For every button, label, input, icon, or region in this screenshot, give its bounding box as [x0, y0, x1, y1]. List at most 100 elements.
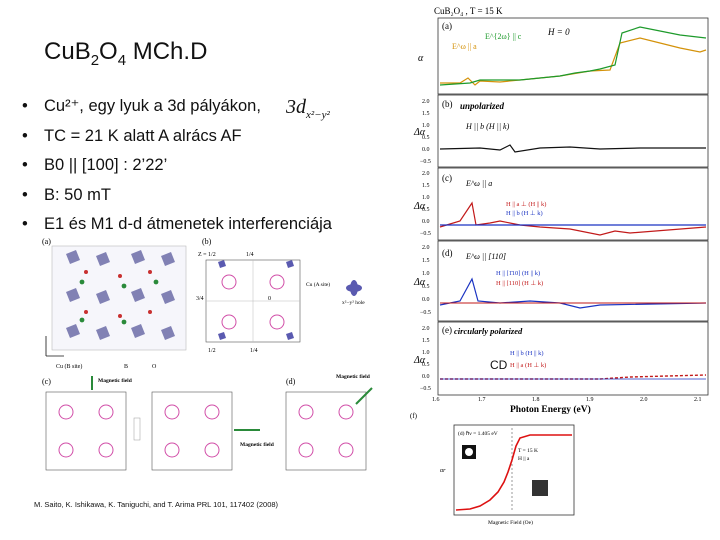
y-tick: 0.5 [422, 207, 430, 213]
y-tick: 1.5 [422, 183, 430, 189]
y-tick: 2.0 [422, 99, 430, 105]
bullet-item: TC = 21 K alatt A alrács AF [22, 122, 382, 152]
series-label-red: H || [110] (H ⊥ k) [496, 280, 543, 287]
y-tick: 1.0 [422, 271, 430, 277]
curve-blue [439, 277, 707, 309]
y-tick: 1.5 [422, 258, 430, 264]
series-label-red: H || a (H ⊥ k) [510, 362, 546, 369]
panel-tag: (b) [442, 99, 453, 109]
figure-tag: (d) [286, 377, 296, 386]
z-label: 1/4 [250, 348, 258, 354]
panel-note: E^ω || a [465, 179, 492, 188]
y-label: Δα [413, 201, 426, 212]
y-tick: 1.0 [422, 350, 430, 356]
bullet-item: E1 és M1 d-d átmenetek interferenciája [22, 210, 382, 240]
inset-figure: Photon Energy (eV) (f) αr (d) ℏν = 1.405… [410, 404, 591, 526]
y-tick: −0.5 [420, 386, 431, 392]
slide-title: CuB2O4 MCh.D [44, 38, 208, 69]
curve-red [440, 374, 707, 380]
bullet-item: Cu²⁺, egy lyuk a 3d pályákon, [22, 92, 382, 122]
z-label: 0 [268, 296, 271, 302]
legend-orange: E^ω || a [452, 42, 477, 51]
series-label-red: H || a ⊥ (H || k) [506, 201, 546, 208]
y-tick: 2.0 [422, 326, 430, 332]
panel-note: E^ω || [110] [465, 252, 506, 261]
panel-tag: (e) [442, 325, 452, 335]
y-tick: 0.5 [422, 135, 430, 141]
y-label: Δα [413, 127, 426, 138]
x-tick: 2.0 [640, 397, 648, 403]
panel-title: unpolarized [460, 101, 505, 111]
y-tick: 0.5 [422, 284, 430, 290]
orbital-formula: 3dx²−y² [286, 96, 330, 121]
inset-tag: (f) [410, 412, 418, 420]
y-tick: 0.0 [422, 374, 430, 380]
legend-cu-a: Cu (A site) [306, 281, 330, 288]
legend-b: B [124, 364, 128, 370]
x-tick: 2.1 [694, 397, 702, 403]
y-tick: −0.5 [420, 231, 431, 237]
legend-green: E^{2ω} || c [485, 32, 522, 41]
y-tick: 0.0 [422, 297, 430, 303]
x-tick: 1.8 [532, 397, 540, 403]
figure-tag: (a) [42, 237, 51, 246]
figure-tag: (b) [202, 237, 212, 246]
cd-label: CD [488, 358, 510, 372]
series-label-blue: H || [1̄10] (H || k) [496, 270, 540, 277]
magnetic-field-label: Magnetic field [240, 442, 274, 448]
panel-tag: (c) [442, 173, 452, 183]
curve-green [439, 26, 707, 86]
figure-header: CuB₂O₄ , T = 15 K [434, 6, 503, 16]
legend-o: O [152, 364, 157, 370]
x-tick: 1.9 [586, 397, 594, 403]
legend-cu-b: Cu (B site) [56, 363, 82, 370]
panel-note: H || b (H || k) [465, 122, 510, 131]
z-label: 1/2 [208, 348, 216, 354]
y-tick: 0.5 [422, 362, 430, 368]
inset-field: H || a [518, 456, 530, 462]
z-label: 3/4 [196, 296, 204, 302]
y-tick: 0.0 [422, 147, 430, 153]
z-label: Z = 1/2 [198, 252, 216, 258]
x-tick: 1.6 [432, 397, 440, 403]
x-label: Photon Energy (eV) [510, 404, 591, 415]
inset-temp: T = 15 K [518, 448, 538, 454]
y-tick: 0.0 [422, 219, 430, 225]
series-label-blue: H || b (H || k) [510, 350, 544, 357]
spectra-figure: CuB₂O₄ , T = 15 K (a) (b) (c) (d) (e) α … [413, 6, 709, 403]
crystal-figure: (a) Cu (B site) B O (b) Z = 1/2 1 [42, 237, 373, 471]
curve-red [439, 201, 707, 236]
panel-tag: (d) [442, 248, 453, 258]
y-tick: 2.0 [422, 245, 430, 251]
inset-note: (d) ℏν = 1.405 eV [458, 430, 498, 437]
inset-xlabel: Magnetic Field (Oe) [488, 519, 533, 526]
magnetic-field-label: Magnetic field [98, 378, 132, 384]
y-tick: −0.5 [420, 159, 431, 165]
y-tick: −0.5 [420, 310, 431, 316]
curve-black [439, 144, 706, 153]
figure-tag: (c) [42, 377, 51, 386]
y-label: Δα [413, 277, 426, 288]
legend-h: H = 0 [547, 27, 570, 37]
bullet-item: B0 || [100] : 2’22’ [22, 151, 382, 181]
y-tick: 2.0 [422, 171, 430, 177]
bullet-item: B: 50 mT [22, 181, 382, 211]
panel-tag: (a) [442, 21, 452, 31]
z-label: 1/4 [246, 252, 254, 258]
curve-red [455, 434, 572, 511]
x-tick: 1.7 [478, 397, 486, 403]
inset-image-dark [532, 480, 548, 496]
inset-ylabel: αr [440, 468, 446, 474]
bullet-list: Cu²⁺, egy lyuk a 3d pályákon, TC = 21 K … [22, 92, 382, 240]
curve-orange [440, 37, 707, 86]
y-tick: 1.0 [422, 195, 430, 201]
y-label: Δα [413, 355, 426, 366]
orbital-label: x²−y² hole [342, 300, 365, 306]
y-label: α [418, 53, 424, 64]
y-tick: 1.5 [422, 111, 430, 117]
citation: M. Saito, K. Ishikawa, K. Taniguchi, and… [34, 500, 279, 509]
magnetic-field-label: Magnetic field [336, 374, 370, 380]
series-label-blue: H || b (H ⊥ k) [506, 210, 543, 217]
panel-title: circularly polarized [454, 326, 523, 336]
y-tick: 1.5 [422, 338, 430, 344]
